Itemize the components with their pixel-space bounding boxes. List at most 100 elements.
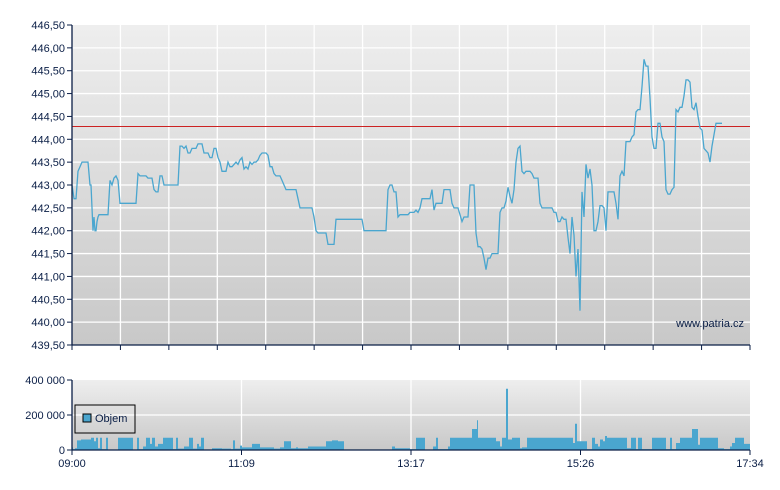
y-tick-label: 445,50	[31, 66, 65, 78]
legend-label: Objem	[95, 413, 127, 425]
volume-bar	[233, 440, 235, 450]
volume-bar	[638, 437, 642, 450]
volume-bar	[600, 439, 603, 450]
volume-bar	[575, 423, 577, 450]
volume-bar	[398, 448, 410, 450]
volume-bar	[81, 439, 91, 450]
x-tick-label: 15:26	[567, 458, 595, 470]
volume-bar	[730, 446, 732, 450]
volume-bar	[193, 448, 197, 450]
volume-bar	[744, 443, 750, 450]
volume-bar	[274, 448, 280, 450]
volume-bar	[464, 437, 468, 450]
volume-bar	[298, 448, 308, 450]
volume-bar	[291, 448, 296, 450]
volume-bar	[189, 437, 193, 450]
volume-bar	[252, 443, 260, 450]
volume-bar	[201, 437, 204, 450]
volume-bar	[627, 448, 631, 450]
volume-bar	[392, 446, 395, 450]
volume-bar	[577, 441, 580, 450]
legend-swatch-icon	[82, 413, 92, 423]
y-tick-label: 441,50	[31, 249, 65, 261]
volume-bar	[155, 446, 158, 450]
volume-bar	[118, 437, 131, 450]
price-y-axis: 446,50 446,00 445,50 445,00 444,50 444,00 443,…	[31, 20, 73, 352]
y-tick-label: 441,00	[31, 271, 65, 283]
volume-bar	[338, 441, 344, 450]
volume-bar	[592, 437, 595, 450]
volume-bar	[512, 437, 513, 450]
volume-bar	[652, 437, 662, 450]
volume-bar	[513, 437, 520, 450]
volume-bar	[522, 447, 527, 450]
price-gridlines	[72, 25, 750, 345]
volume-bar	[143, 446, 146, 450]
volume-bar	[158, 443, 163, 450]
volume-chart-panel: 400 000 200 000 0 09:00 11:09 13:17 15:26 17:3…	[25, 375, 764, 470]
watermark-text: www.patria.cz	[675, 318, 744, 330]
volume-bar	[712, 437, 718, 450]
volume-bar	[580, 441, 587, 450]
y-tick-label: 440,00	[31, 317, 65, 329]
volume-bar	[460, 437, 464, 450]
x-tick-label: 13:17	[397, 458, 425, 470]
volume-bar	[595, 443, 598, 450]
volume-bar	[212, 448, 222, 450]
y-tick-label: 442,50	[31, 203, 65, 215]
volume-bar	[284, 441, 291, 450]
volume-bar	[242, 447, 245, 450]
volume-bar	[698, 444, 700, 450]
volume-bar	[75, 448, 77, 450]
volume-bar	[690, 437, 692, 450]
price-chart-panel: 446,50 446,00 445,50 445,00 444,50 444,00 443,…	[31, 20, 751, 352]
y-tick-label: 446,50	[31, 20, 65, 32]
x-tick-label: 11:09	[228, 458, 255, 470]
volume-bar	[618, 437, 621, 450]
y-tick-label: 446,00	[31, 43, 65, 55]
volume-bar	[450, 437, 460, 450]
volume-bar	[520, 448, 522, 450]
volume-bar	[240, 445, 242, 450]
volume-bar	[468, 437, 472, 450]
volume-bar	[676, 443, 680, 450]
y-tick-label: 442,00	[31, 226, 65, 238]
volume-bar	[740, 437, 744, 450]
volume-bar	[605, 436, 607, 450]
y-tick-label: 444,00	[31, 134, 65, 146]
volume-bar	[502, 437, 506, 450]
volume-bar	[527, 437, 537, 450]
volume-bar	[146, 437, 150, 450]
volume-bar	[296, 447, 298, 450]
volume-bar	[152, 437, 155, 450]
volume-bar	[472, 429, 477, 450]
volume-bar	[718, 448, 724, 450]
volume-bar	[163, 437, 173, 450]
volume-bar	[245, 447, 252, 450]
volume-bar	[395, 448, 398, 450]
volume-bar	[106, 437, 108, 450]
legend-box	[74, 404, 136, 434]
volume-bar	[477, 420, 478, 450]
volume-bar	[91, 437, 94, 450]
y-tick-label: 200 000	[25, 410, 65, 422]
volume-bar	[433, 446, 436, 450]
volume-bar	[496, 441, 500, 450]
x-tick-label: 09:00	[58, 458, 86, 470]
volume-bar	[570, 437, 573, 450]
volume-y-axis: 400 000 200 000 0	[25, 375, 73, 457]
volume-bar	[96, 437, 98, 450]
volume-bar	[131, 437, 133, 450]
volume-bar	[308, 446, 326, 450]
volume-bar	[100, 437, 102, 450]
y-tick-label: 0	[59, 445, 65, 457]
volume-bar	[150, 443, 152, 450]
volume-bar	[607, 437, 618, 450]
volume-legend: Objem	[74, 404, 136, 434]
volume-bar	[573, 443, 575, 450]
volume-bar	[178, 448, 184, 450]
volume-bar	[478, 437, 496, 450]
volume-bar	[436, 437, 438, 450]
volume-bar	[77, 440, 81, 450]
